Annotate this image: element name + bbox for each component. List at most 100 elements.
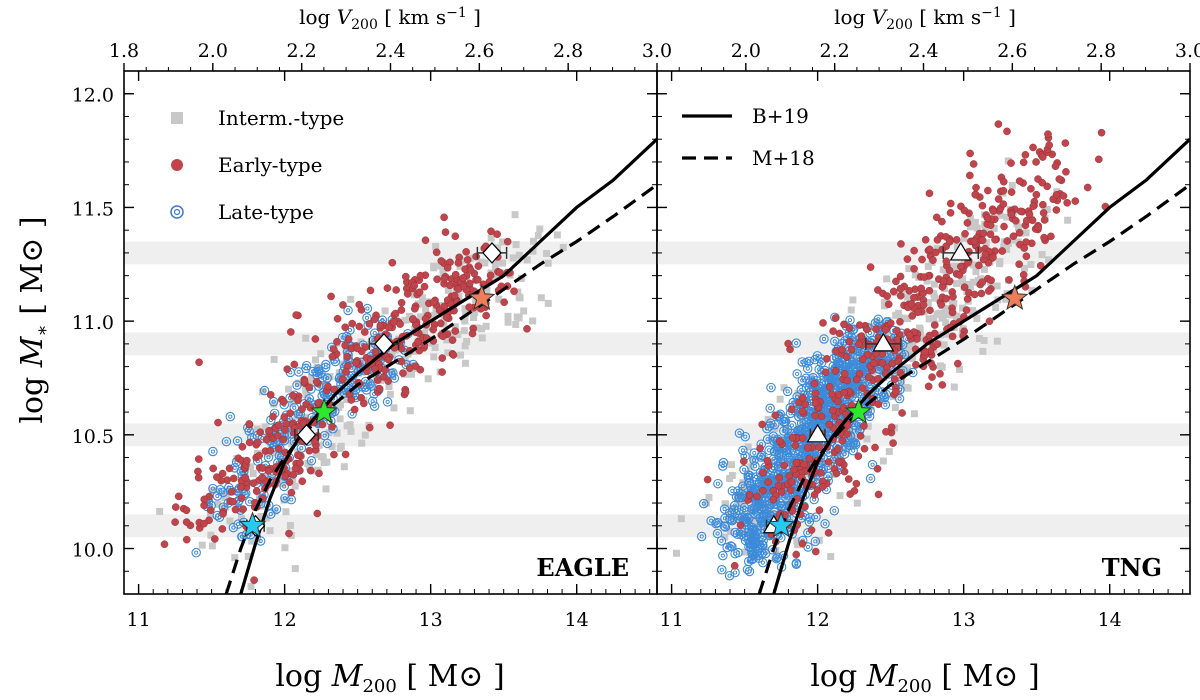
eagle-interm-point — [344, 375, 352, 383]
tng-early-point — [838, 436, 847, 445]
tng-late-point — [805, 512, 815, 523]
eagle-early-point — [231, 505, 240, 514]
tng-x-tick-label: 11 — [660, 609, 684, 631]
eagle-interm-point — [473, 324, 481, 332]
tng-early-point — [960, 283, 969, 291]
eagle-interm-point — [333, 429, 341, 437]
tng-late-point — [696, 531, 707, 542]
eagle-interm-point — [312, 450, 320, 458]
tng-early-point — [1044, 130, 1052, 138]
tng-early-point — [1000, 222, 1008, 231]
eagle-early-point — [330, 450, 338, 459]
tng-early-point — [819, 319, 827, 327]
eagle-early-point — [360, 328, 369, 336]
tng-late-point — [867, 459, 878, 470]
eagle-early-point — [171, 518, 179, 526]
tng-interm-point — [738, 528, 746, 536]
eagle-interm-point — [454, 331, 462, 339]
tng-interm-point — [917, 335, 925, 343]
tng-interm-point — [950, 383, 958, 391]
tng-late-point — [699, 498, 709, 509]
tng-early-point — [929, 256, 937, 264]
eagle-early-point — [182, 535, 191, 544]
tng-early-point — [838, 345, 846, 354]
tng-early-point — [834, 458, 843, 466]
eagle-interm-point — [461, 342, 469, 350]
tng-interm-point — [937, 362, 945, 370]
eagle-interm-point — [278, 454, 286, 462]
eagle-early-point — [218, 525, 227, 533]
eagle-interm-point — [231, 554, 239, 562]
tng-late-point — [802, 363, 813, 374]
eagle-early-point — [433, 275, 441, 284]
tng-early-point — [759, 468, 767, 477]
tng-interm-point — [969, 261, 977, 269]
eagle-interm-point — [343, 422, 351, 430]
tng-late-point — [865, 473, 876, 484]
tng-interm-point — [1027, 260, 1035, 268]
tng-late-point — [749, 538, 760, 548]
tng-interm-point — [992, 303, 1000, 311]
eagle-early-point — [405, 364, 414, 372]
eagle-star-marker — [238, 511, 267, 538]
tng-early-point — [807, 526, 816, 534]
tng-early-point — [829, 327, 837, 335]
tng-early-point — [932, 213, 941, 222]
tng-interm-point — [1014, 223, 1022, 231]
eagle-interm-point — [280, 496, 288, 504]
tng-early-point — [978, 278, 986, 286]
tng-interm-point — [863, 435, 871, 443]
eagle-early-point — [213, 473, 221, 481]
tng-early-point — [889, 439, 897, 447]
tng-early-point — [1062, 168, 1070, 176]
eagle-early-point — [285, 529, 293, 538]
eagle-interm-point — [336, 401, 344, 409]
tng-interm-point — [739, 479, 747, 487]
eagle-interm-point — [422, 304, 430, 312]
tng-early-point — [771, 411, 780, 420]
tng-early-point — [1039, 200, 1047, 209]
tng-early-point — [833, 397, 842, 406]
tng-interm-point — [910, 410, 918, 418]
eagle-early-point — [465, 279, 474, 288]
tng-late-point — [810, 536, 821, 547]
eagle-early-point — [287, 328, 295, 336]
eagle-early-point — [239, 505, 247, 513]
eagle-interm-point — [430, 262, 438, 270]
tng-interm-point — [1008, 236, 1016, 244]
eagle-interm-point — [291, 565, 299, 573]
tng-interm-point — [891, 404, 899, 412]
eagle-early-point — [397, 298, 406, 307]
tng-x-tick-label: 12 — [806, 609, 830, 631]
tng-early-point — [821, 368, 830, 377]
eagle-panel-name: EAGLE — [536, 553, 629, 582]
eagle-interm-point — [261, 423, 269, 431]
tng-interm-point — [849, 441, 857, 449]
tng-early-point — [1032, 190, 1041, 199]
eagle-interm-point — [381, 307, 389, 315]
tng-interm-point — [1008, 181, 1016, 189]
eagle-early-point — [440, 213, 448, 222]
tng-early-point — [896, 291, 905, 300]
tng-interm-point — [771, 424, 779, 432]
tng-early-point — [952, 236, 961, 244]
eagle-interm-point — [523, 256, 531, 264]
tng-early-point — [856, 432, 865, 440]
tng-late-point — [751, 472, 761, 482]
tng-x-tick-label: 13 — [952, 609, 976, 631]
tng-early-point — [1055, 175, 1064, 183]
tng-early-point — [811, 389, 820, 398]
tng-early-point — [845, 337, 854, 346]
eagle-late-point — [208, 483, 218, 494]
tng-early-point — [756, 444, 764, 453]
tng-early-point — [962, 306, 971, 314]
tng-early-point — [811, 399, 820, 407]
tng-late-point — [772, 552, 783, 563]
eagle-early-point — [396, 320, 404, 328]
eagle-interm-point — [226, 517, 234, 525]
eagle-interm-point — [347, 427, 355, 435]
tng-early-point — [803, 444, 812, 452]
eagle-early-point — [341, 323, 349, 332]
tng-late-point — [706, 515, 716, 526]
eagle-early-point — [338, 375, 347, 384]
